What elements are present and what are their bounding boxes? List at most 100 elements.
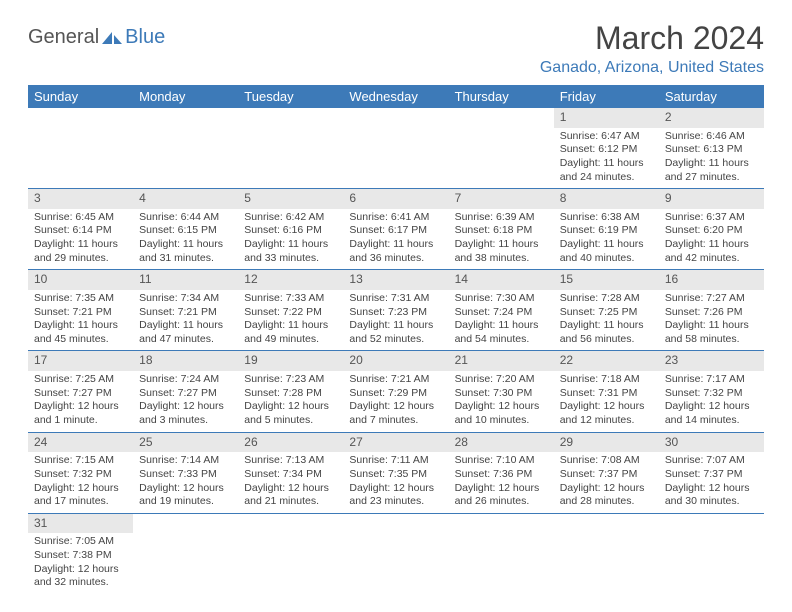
day-number: 25 (133, 433, 238, 453)
day-cell: 15Sunrise: 7:28 AMSunset: 7:25 PMDayligh… (554, 270, 659, 351)
day-cell: 18Sunrise: 7:24 AMSunset: 7:27 PMDayligh… (133, 351, 238, 432)
sunset-text: Sunset: 7:34 PM (244, 468, 337, 482)
weekday-header: Wednesday (343, 85, 448, 108)
day-number: 29 (554, 433, 659, 453)
day-content: Sunrise: 7:10 AMSunset: 7:36 PMDaylight:… (449, 452, 554, 513)
sunrise-text: Sunrise: 6:44 AM (139, 211, 232, 225)
day-number: 19 (238, 351, 343, 371)
sunrise-text: Sunrise: 7:27 AM (665, 292, 758, 306)
day-cell: 28Sunrise: 7:10 AMSunset: 7:36 PMDayligh… (449, 432, 554, 513)
logo-text-general: General (28, 26, 99, 49)
sunrise-text: Sunrise: 7:35 AM (34, 292, 127, 306)
daylight-text: Daylight: 12 hours and 7 minutes. (349, 400, 442, 427)
day-cell: 1Sunrise: 6:47 AMSunset: 6:12 PMDaylight… (554, 108, 659, 189)
day-number: 1 (554, 108, 659, 128)
week-row: 24Sunrise: 7:15 AMSunset: 7:32 PMDayligh… (28, 432, 764, 513)
day-content: Sunrise: 7:33 AMSunset: 7:22 PMDaylight:… (238, 290, 343, 351)
empty-cell (238, 108, 343, 189)
day-number: 27 (343, 433, 448, 453)
day-content: Sunrise: 7:17 AMSunset: 7:32 PMDaylight:… (659, 371, 764, 432)
month-title: March 2024 (540, 20, 764, 57)
sunset-text: Sunset: 7:36 PM (455, 468, 548, 482)
daylight-text: Daylight: 12 hours and 12 minutes. (560, 400, 653, 427)
weekday-header: Sunday (28, 85, 133, 108)
daylight-text: Daylight: 12 hours and 30 minutes. (665, 482, 758, 509)
daylight-text: Daylight: 11 hours and 47 minutes. (139, 319, 232, 346)
day-content: Sunrise: 7:11 AMSunset: 7:35 PMDaylight:… (343, 452, 448, 513)
sunrise-text: Sunrise: 7:34 AM (139, 292, 232, 306)
weekday-header: Thursday (449, 85, 554, 108)
day-content: Sunrise: 6:41 AMSunset: 6:17 PMDaylight:… (343, 209, 448, 270)
day-cell: 31Sunrise: 7:05 AMSunset: 7:38 PMDayligh… (28, 513, 133, 594)
day-cell: 5Sunrise: 6:42 AMSunset: 6:16 PMDaylight… (238, 189, 343, 270)
day-cell: 12Sunrise: 7:33 AMSunset: 7:22 PMDayligh… (238, 270, 343, 351)
sunrise-text: Sunrise: 6:42 AM (244, 211, 337, 225)
empty-cell (449, 108, 554, 189)
day-content: Sunrise: 6:38 AMSunset: 6:19 PMDaylight:… (554, 209, 659, 270)
day-content: Sunrise: 7:28 AMSunset: 7:25 PMDaylight:… (554, 290, 659, 351)
calendar-table: SundayMondayTuesdayWednesdayThursdayFrid… (28, 85, 764, 594)
sunrise-text: Sunrise: 7:18 AM (560, 373, 653, 387)
day-number: 28 (449, 433, 554, 453)
logo: General Blue (28, 20, 165, 49)
day-number: 16 (659, 270, 764, 290)
daylight-text: Daylight: 11 hours and 27 minutes. (665, 157, 758, 184)
day-number: 20 (343, 351, 448, 371)
sunset-text: Sunset: 7:30 PM (455, 387, 548, 401)
day-cell: 9Sunrise: 6:37 AMSunset: 6:20 PMDaylight… (659, 189, 764, 270)
sunrise-text: Sunrise: 7:11 AM (349, 454, 442, 468)
day-cell: 17Sunrise: 7:25 AMSunset: 7:27 PMDayligh… (28, 351, 133, 432)
day-cell: 19Sunrise: 7:23 AMSunset: 7:28 PMDayligh… (238, 351, 343, 432)
empty-cell (238, 513, 343, 594)
sunrise-text: Sunrise: 6:46 AM (665, 130, 758, 144)
sunrise-text: Sunrise: 6:45 AM (34, 211, 127, 225)
day-cell: 23Sunrise: 7:17 AMSunset: 7:32 PMDayligh… (659, 351, 764, 432)
sunset-text: Sunset: 6:18 PM (455, 224, 548, 238)
day-content: Sunrise: 7:34 AMSunset: 7:21 PMDaylight:… (133, 290, 238, 351)
day-number: 13 (343, 270, 448, 290)
day-cell: 25Sunrise: 7:14 AMSunset: 7:33 PMDayligh… (133, 432, 238, 513)
day-cell: 22Sunrise: 7:18 AMSunset: 7:31 PMDayligh… (554, 351, 659, 432)
sunset-text: Sunset: 7:24 PM (455, 306, 548, 320)
day-number: 18 (133, 351, 238, 371)
sunrise-text: Sunrise: 7:05 AM (34, 535, 127, 549)
day-cell: 14Sunrise: 7:30 AMSunset: 7:24 PMDayligh… (449, 270, 554, 351)
sunset-text: Sunset: 7:21 PM (34, 306, 127, 320)
day-content: Sunrise: 7:24 AMSunset: 7:27 PMDaylight:… (133, 371, 238, 432)
daylight-text: Daylight: 12 hours and 32 minutes. (34, 563, 127, 590)
sunset-text: Sunset: 6:14 PM (34, 224, 127, 238)
week-row: 31Sunrise: 7:05 AMSunset: 7:38 PMDayligh… (28, 513, 764, 594)
daylight-text: Daylight: 11 hours and 40 minutes. (560, 238, 653, 265)
sunset-text: Sunset: 7:32 PM (34, 468, 127, 482)
daylight-text: Daylight: 12 hours and 26 minutes. (455, 482, 548, 509)
day-cell: 30Sunrise: 7:07 AMSunset: 7:37 PMDayligh… (659, 432, 764, 513)
sunset-text: Sunset: 7:21 PM (139, 306, 232, 320)
sunset-text: Sunset: 7:31 PM (560, 387, 653, 401)
day-content: Sunrise: 7:13 AMSunset: 7:34 PMDaylight:… (238, 452, 343, 513)
weekday-header: Monday (133, 85, 238, 108)
sunrise-text: Sunrise: 7:10 AM (455, 454, 548, 468)
sunset-text: Sunset: 7:37 PM (665, 468, 758, 482)
sunrise-text: Sunrise: 7:13 AM (244, 454, 337, 468)
weekday-header-row: SundayMondayTuesdayWednesdayThursdayFrid… (28, 85, 764, 108)
day-cell: 29Sunrise: 7:08 AMSunset: 7:37 PMDayligh… (554, 432, 659, 513)
daylight-text: Daylight: 11 hours and 45 minutes. (34, 319, 127, 346)
sunrise-text: Sunrise: 6:47 AM (560, 130, 653, 144)
daylight-text: Daylight: 12 hours and 23 minutes. (349, 482, 442, 509)
empty-cell (133, 513, 238, 594)
sunset-text: Sunset: 6:15 PM (139, 224, 232, 238)
empty-cell (449, 513, 554, 594)
day-number: 6 (343, 189, 448, 209)
day-content: Sunrise: 6:42 AMSunset: 6:16 PMDaylight:… (238, 209, 343, 270)
sunrise-text: Sunrise: 7:28 AM (560, 292, 653, 306)
daylight-text: Daylight: 11 hours and 38 minutes. (455, 238, 548, 265)
daylight-text: Daylight: 12 hours and 28 minutes. (560, 482, 653, 509)
day-number: 7 (449, 189, 554, 209)
day-cell: 10Sunrise: 7:35 AMSunset: 7:21 PMDayligh… (28, 270, 133, 351)
sunrise-text: Sunrise: 7:24 AM (139, 373, 232, 387)
day-number: 24 (28, 433, 133, 453)
day-cell: 11Sunrise: 7:34 AMSunset: 7:21 PMDayligh… (133, 270, 238, 351)
day-content: Sunrise: 6:45 AMSunset: 6:14 PMDaylight:… (28, 209, 133, 270)
day-cell: 7Sunrise: 6:39 AMSunset: 6:18 PMDaylight… (449, 189, 554, 270)
day-content: Sunrise: 7:21 AMSunset: 7:29 PMDaylight:… (343, 371, 448, 432)
